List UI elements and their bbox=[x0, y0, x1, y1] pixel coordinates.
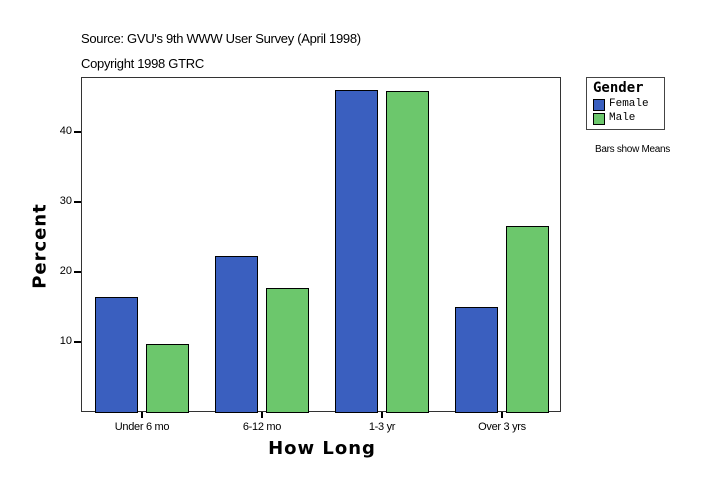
bar-male-3 bbox=[506, 226, 549, 413]
x-tick-label: 1-3 yr bbox=[368, 421, 396, 433]
bar-female-0 bbox=[95, 297, 138, 413]
x-tick bbox=[381, 412, 383, 418]
x-tick-label: Under 6 mo bbox=[114, 421, 170, 433]
bar-male-0 bbox=[146, 344, 189, 413]
bar-female-3 bbox=[455, 307, 498, 413]
legend-label-female: Female bbox=[609, 98, 649, 110]
x-tick-label: Over 3 yrs bbox=[478, 421, 526, 433]
bar-male-2 bbox=[386, 91, 429, 413]
bar-female-1 bbox=[215, 256, 258, 413]
source-text: Source: GVU's 9th WWW User Survey (April… bbox=[81, 31, 361, 46]
x-tick bbox=[141, 412, 143, 418]
legend: Gender Female Male bbox=[586, 77, 665, 130]
x-tick bbox=[501, 412, 503, 418]
legend-swatch-male bbox=[593, 113, 605, 125]
y-tick-label: 30 bbox=[59, 195, 72, 207]
y-tick-label: 10 bbox=[59, 335, 72, 347]
y-tick-label: 20 bbox=[59, 265, 72, 277]
bar-female-2 bbox=[335, 90, 378, 413]
legend-swatch-female bbox=[593, 99, 605, 111]
bar-male-1 bbox=[266, 288, 309, 413]
x-tick-label: 6-12 mo bbox=[242, 421, 282, 433]
means-note: Bars show Means bbox=[595, 144, 670, 155]
copyright-text: Copyright 1998 GTRC bbox=[81, 56, 204, 71]
y-tick bbox=[74, 341, 81, 343]
y-tick bbox=[74, 201, 81, 203]
x-tick bbox=[261, 412, 263, 418]
x-axis-title: How Long bbox=[268, 438, 376, 459]
legend-label-male: Male bbox=[609, 112, 636, 124]
y-tick-label: 40 bbox=[59, 125, 72, 137]
y-tick bbox=[74, 271, 81, 273]
legend-title: Gender bbox=[593, 80, 644, 96]
y-tick bbox=[74, 131, 81, 133]
